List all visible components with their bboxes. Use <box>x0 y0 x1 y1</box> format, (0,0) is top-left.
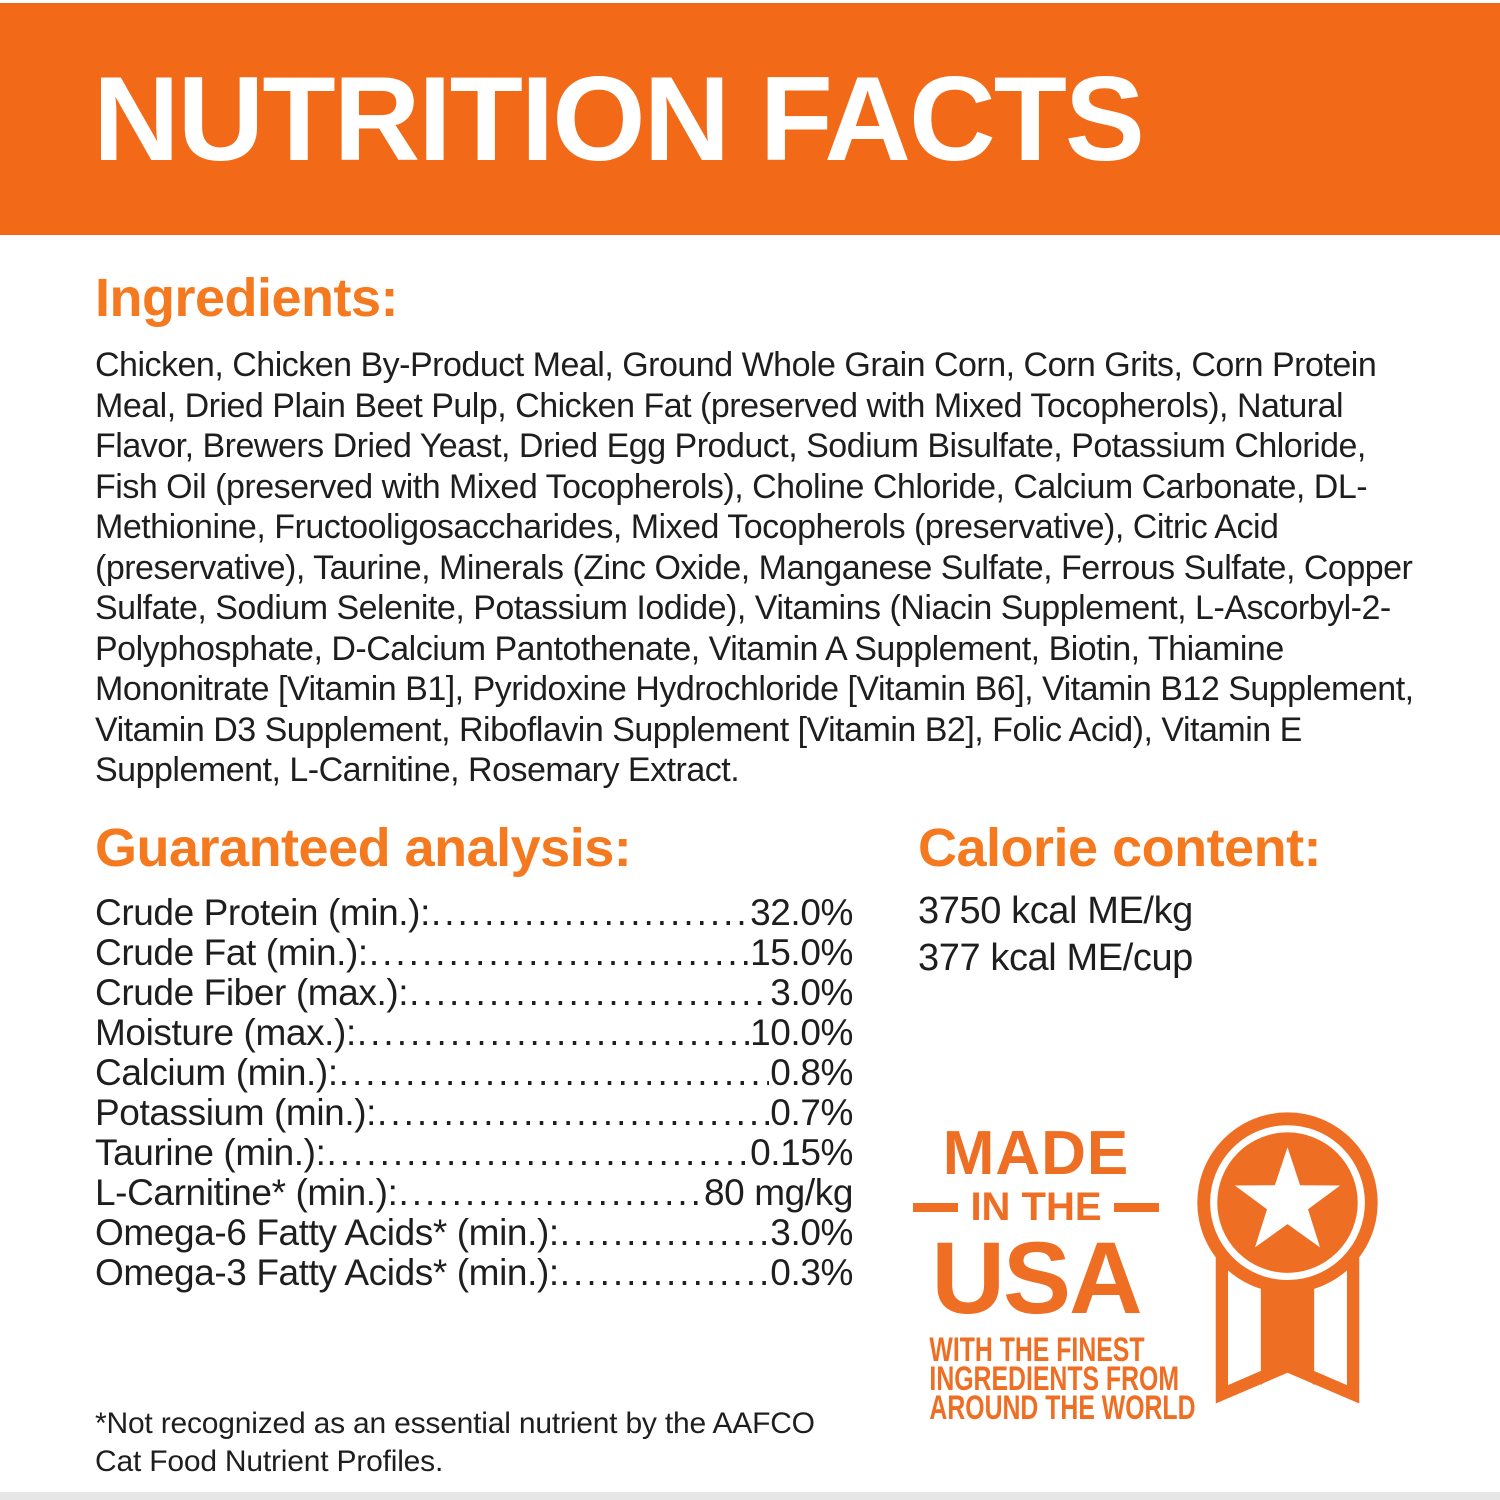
analysis-row: Omega-6 Fatty Acids* (min.): 3.0% <box>95 1213 853 1253</box>
analysis-row: Taurine (min.): 0.15% <box>95 1133 853 1173</box>
analysis-label: Crude Fat (min.): <box>95 932 368 973</box>
guaranteed-analysis-heading: Guaranteed analysis: <box>95 818 632 878</box>
analysis-label: L-Carnitine* (min.): <box>95 1172 398 1213</box>
made-subline: AROUND THE WORLD <box>929 1389 1196 1427</box>
dash-bar-left <box>913 1202 959 1212</box>
analysis-row: Crude Fat (min.): 15.0% <box>95 933 853 973</box>
dash-bar-right <box>1113 1202 1159 1212</box>
dot-leader <box>339 1053 770 1093</box>
analysis-value: 0.7% <box>770 1092 853 1133</box>
ingredients-heading: Ingredients: <box>95 268 399 328</box>
analysis-label: Potassium (min.): <box>95 1092 377 1133</box>
made-in-usa-block: MADE IN THE USA WITH THE FINEST INGREDIE… <box>890 1119 1196 1427</box>
dot-leader <box>560 1213 769 1253</box>
dot-leader <box>398 1173 703 1213</box>
dot-leader <box>369 933 749 973</box>
analysis-label: Omega-3 Fatty Acids* (min.): <box>95 1252 559 1293</box>
analysis-row: Crude Protein (min.): 32.0% <box>95 893 853 933</box>
analysis-value: 32.0% <box>750 892 853 933</box>
made-text: MADE <box>942 1119 1130 1188</box>
footnote: *Not recognized as an essential nutrient… <box>95 1407 815 1478</box>
guaranteed-analysis-table: Crude Protein (min.): 32.0% Crude Fat (mi… <box>95 893 853 1293</box>
calorie-content-values: 3750 kcal ME/kg 377 kcal ME/cup <box>918 888 1193 982</box>
analysis-label: Taurine (min.): <box>95 1132 326 1173</box>
analysis-value: 0.15% <box>750 1132 853 1173</box>
analysis-row: Crude Fiber (max.): 3.0% <box>95 973 853 1013</box>
in-the-text: IN THE <box>970 1185 1102 1229</box>
analysis-value: 10.0% <box>750 1012 853 1053</box>
analysis-value: 3.0% <box>770 972 853 1013</box>
analysis-value: 0.8% <box>770 1052 853 1093</box>
calorie-line-kg: 3750 kcal ME/kg <box>918 890 1193 932</box>
dot-leader <box>431 893 749 933</box>
analysis-value: 15.0% <box>750 932 853 973</box>
usa-text: USA <box>931 1221 1142 1335</box>
in-the-row: IN THE <box>890 1186 1182 1228</box>
analysis-label: Crude Fiber (max.): <box>95 972 409 1013</box>
analysis-label: Calcium (min.): <box>95 1052 338 1093</box>
analysis-row: Omega-3 Fatty Acids* (min.): 0.3% <box>95 1253 853 1293</box>
dot-leader <box>560 1253 769 1293</box>
analysis-row: Potassium (min.): 0.7% <box>95 1093 853 1133</box>
analysis-row: Moisture (max.): 10.0% <box>95 1013 853 1053</box>
analysis-row: L-Carnitine* (min.): 80 mg/kg <box>95 1173 853 1213</box>
analysis-label: Moisture (max.): <box>95 1012 356 1053</box>
ingredients-text: Chicken, Chicken By-Product Meal, Ground… <box>95 346 1414 789</box>
made-subline: WITH THE FINEST <box>929 1331 1145 1369</box>
award-ribbon-star-icon <box>1185 1100 1390 1418</box>
analysis-value: 80 mg/kg <box>704 1172 853 1213</box>
analysis-label: Crude Protein (min.): <box>95 892 430 933</box>
bottom-edge-strip <box>0 1492 1500 1500</box>
analysis-value: 3.0% <box>770 1212 853 1253</box>
dot-leader <box>326 1133 749 1173</box>
dot-leader <box>357 1013 749 1053</box>
dot-leader <box>377 1093 769 1133</box>
page-title: NUTRITION FACTS <box>93 52 1145 186</box>
calorie-content-heading: Calorie content: <box>918 818 1322 878</box>
calorie-line-cup: 377 kcal ME/cup <box>918 937 1193 979</box>
analysis-row: Calcium (min.): 0.8% <box>95 1053 853 1093</box>
dot-leader <box>409 973 769 1013</box>
nutrition-facts-banner: NUTRITION FACTS <box>0 3 1500 235</box>
analysis-value: 0.3% <box>770 1252 853 1293</box>
made-subline: INGREDIENTS FROM <box>929 1360 1180 1398</box>
analysis-label: Omega-6 Fatty Acids* (min.): <box>95 1212 559 1253</box>
